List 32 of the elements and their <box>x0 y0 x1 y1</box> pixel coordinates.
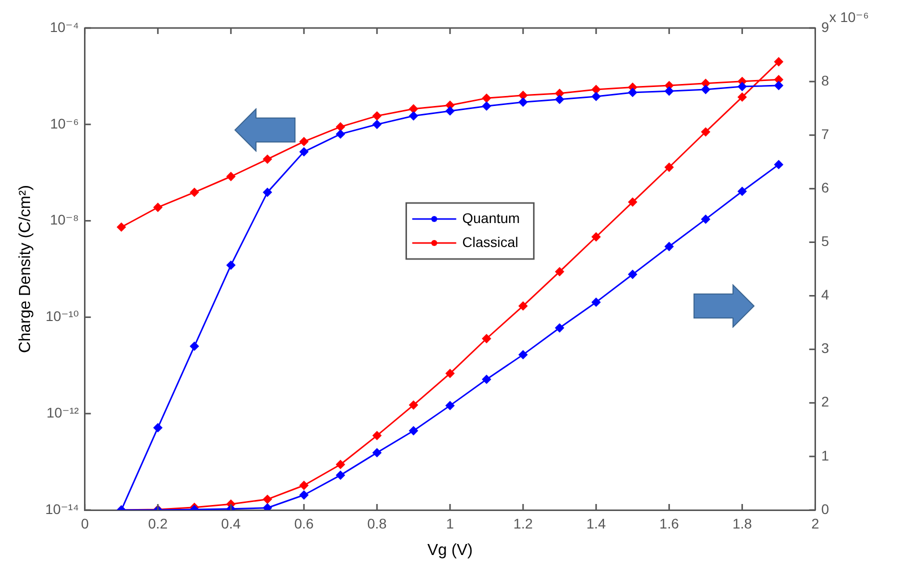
x-tick-label: 0 <box>80 515 89 532</box>
y2-tick-label: 5 <box>821 233 830 250</box>
y-tick-label: 10⁻⁸ <box>50 212 79 228</box>
x-tick-label: 1.6 <box>659 515 680 532</box>
y-axis-title: Charge Density (C/cm²) <box>17 184 34 354</box>
x-tick-label: 0.8 <box>367 515 387 532</box>
y-tick-label: 10⁻¹⁰ <box>46 308 80 324</box>
y2-tick-label: 9 <box>821 18 830 35</box>
x-tick-label: 2 <box>811 515 820 532</box>
x-tick-label: 0.2 <box>148 515 168 532</box>
x-tick-label: 1.4 <box>586 515 606 532</box>
x-axis-title: Vg (V) <box>427 542 473 559</box>
y-tick-label: 10⁻¹⁴ <box>45 500 79 517</box>
y2-tick-label: 7 <box>821 126 830 142</box>
text: x 10⁻⁶ <box>829 8 869 25</box>
y-tick-label: 10⁻⁶ <box>50 115 79 132</box>
y2-tick-label: 8 <box>821 72 830 88</box>
legend-label: Quantum <box>462 210 520 226</box>
y2-tick-label: 3 <box>821 340 830 356</box>
x-tick-label: 1.8 <box>732 515 752 532</box>
x-tick-label: 1 <box>446 515 454 532</box>
y-tick-label: 10⁻⁴ <box>50 18 79 35</box>
y2-tick-label: 2 <box>821 394 830 410</box>
y2-tick-label: 1 <box>821 447 830 464</box>
y2-tick-label: 4 <box>821 286 830 303</box>
x-tick-label: 0.4 <box>221 515 241 532</box>
y2-tick-label: 0 <box>821 500 830 517</box>
legend-label: Classical <box>462 234 518 250</box>
x-tick-label: 0.6 <box>294 515 314 532</box>
y2-tick-label: 6 <box>821 180 830 196</box>
x-tick-label: 1.2 <box>513 515 534 532</box>
y-tick-label: 10⁻¹² <box>46 404 80 420</box>
